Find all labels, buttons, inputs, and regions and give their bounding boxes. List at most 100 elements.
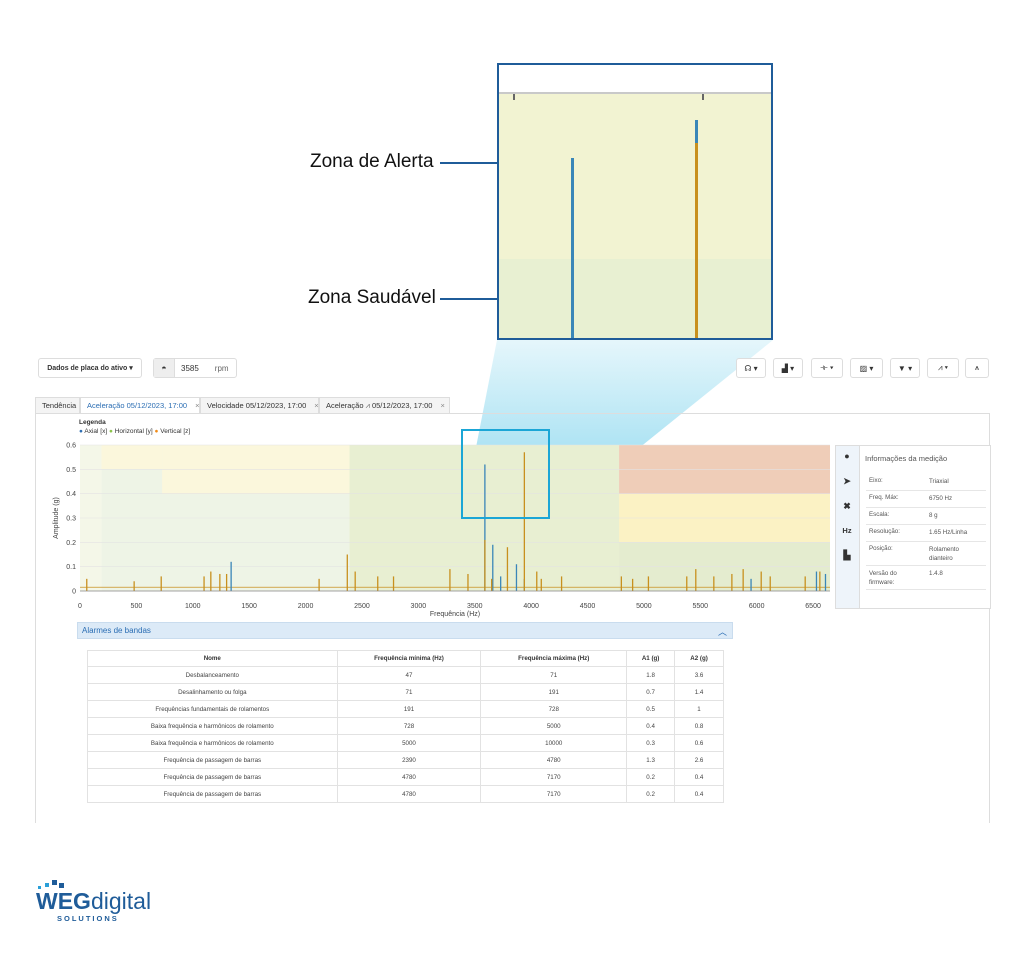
table-cell: 4780 <box>480 751 628 769</box>
x-tick-label: 500 <box>131 603 143 610</box>
tab-velocity[interactable]: Velocidade 05/12/2023, 17:00 × <box>200 397 319 413</box>
table-cell: Baixa frequência e harmônicos de rolamen… <box>87 734 338 752</box>
band-alarms-table: Nome Frequência mínima (Hz) Frequência máx… <box>87 650 724 803</box>
peaks-dropdown[interactable]: ⩘ ▾ <box>927 358 959 378</box>
table-cell: 728 <box>336 717 482 735</box>
table-cell: Desbalanceamento <box>87 666 338 684</box>
info-row: Posição: Rolamento dianteiro <box>866 541 986 566</box>
close-icon[interactable]: × <box>440 401 445 410</box>
info-icon[interactable]: ● <box>844 451 850 461</box>
y-tick-label: 0.5 <box>66 467 76 474</box>
info-row: Escala: 8 g <box>866 507 986 525</box>
table-row: Desalinhamento ou folga 71 191 0.7 1.4 <box>87 683 724 701</box>
demodulation-icon: ⩘ <box>365 400 370 410</box>
rpm-unit: rpm <box>214 363 229 373</box>
alert-zone-label: Zona de Alerta <box>310 151 434 172</box>
legend-dot-axial: ● <box>79 428 83 435</box>
x-tick-label: 3500 <box>467 603 483 610</box>
tab-label: Tendência <box>42 401 77 410</box>
column-header: A1 (g) <box>626 650 676 667</box>
alarm-zone <box>101 469 163 591</box>
table-cell: 2.6 <box>674 751 724 769</box>
x-tick-label: 1500 <box>241 603 257 610</box>
healthy-zone-label: Zona Saudável <box>308 287 436 308</box>
table-row: Frequência de passagem de barras 4780 7170… <box>87 785 724 803</box>
headset-dropdown[interactable]: ☊ ▾ <box>736 358 766 378</box>
table-cell: 3.6 <box>674 666 724 684</box>
x-tick-label: 6500 <box>805 603 821 610</box>
asset-data-label: Dados de placa do ativo <box>47 364 128 372</box>
sensor-dropdown[interactable]: ▟ ▾ <box>773 358 803 378</box>
column-header: Frequência máxima (Hz) <box>480 650 628 667</box>
y-tick-label: 0.4 <box>66 491 76 498</box>
column-header: Frequência mínima (Hz) <box>336 650 482 667</box>
table-cell: 7170 <box>480 768 628 786</box>
table-cell: 1.8 <box>626 666 676 684</box>
band-alarms-section: Alarmes de bandas ︿ Nome Frequência mínim… <box>77 622 733 822</box>
chevron-up-icon[interactable]: ︿ <box>717 627 727 637</box>
rpm-input[interactable]: 3585 <box>181 363 199 373</box>
table-cell: 0.6 <box>674 734 724 752</box>
image-chart-icon: ▨ ▾ <box>859 363 874 373</box>
table-cell: 0.2 <box>626 785 676 803</box>
table-cell: 0.7 <box>626 683 676 701</box>
x-tick-label: 6000 <box>749 603 765 610</box>
table-cell: 0.4 <box>674 768 724 786</box>
table-cell: 1 <box>674 700 724 718</box>
table-cell: Desalinhamento ou folga <box>87 683 338 701</box>
info-row: Resolução: 1.65 Hz/Linha <box>866 524 986 542</box>
tab-label-prefix: Aceleração <box>326 401 364 410</box>
close-icon[interactable]: × <box>314 401 319 410</box>
x-tick-label: 5000 <box>636 603 652 610</box>
zoom-highlight-box <box>461 429 550 519</box>
zoom-peak-axial <box>571 158 574 338</box>
tab-label-date: 05/12/2023, 17:00 <box>371 401 433 410</box>
y-tick-label: 0.3 <box>66 516 76 523</box>
cursor-icon[interactable]: ➤ <box>843 475 851 486</box>
image-chart-dropdown[interactable]: ▨ ▾ <box>850 358 883 378</box>
x-tick-label: 1000 <box>185 603 201 610</box>
trend-button[interactable]: ⩚ <box>965 358 989 378</box>
legend-horizontal[interactable]: Horizontal [y] <box>114 428 153 435</box>
table-cell: 0.4 <box>626 717 676 735</box>
band-alarms-header[interactable]: Alarmes de bandas ︿ <box>77 622 733 639</box>
y-tick-label: 0 <box>72 589 76 596</box>
table-cell: 1.4 <box>674 683 724 701</box>
tab-acceleration-demod[interactable]: Aceleração ⩘ 05/12/2023, 17:00 × <box>319 397 450 413</box>
info-row: Eixo: Triaxial <box>866 473 986 491</box>
alert-zone-arrow-line <box>440 162 526 164</box>
harmonics-dropdown[interactable]: ⟛ ▾ <box>811 358 843 378</box>
legend-title: Legenda <box>79 419 106 426</box>
table-cell: 0.3 <box>626 734 676 752</box>
y-tick-label: 0.2 <box>66 540 76 547</box>
chart-icon[interactable]: ▙ <box>843 549 851 560</box>
tools-icon[interactable]: ✖ <box>843 500 851 511</box>
table-row: Frequências fundamentais de rolamentos 19… <box>87 700 724 718</box>
tab-acceleration[interactable]: Aceleração 05/12/2023, 17:00 × <box>80 397 200 413</box>
table-cell: 0.8 <box>674 717 724 735</box>
info-title: Informações da medição <box>865 454 948 463</box>
table-row: Baixa frequência e harmônicos de rolamen… <box>87 717 724 735</box>
info-row: Versão do firmware: 1.4.8 <box>866 565 986 590</box>
table-cell: Frequência de passagem de barras <box>87 785 338 803</box>
healthy-zone-arrow-line <box>440 298 526 300</box>
legend-vertical[interactable]: Vertical [z] <box>160 428 191 435</box>
hz-icon[interactable]: Hz <box>842 525 852 535</box>
column-header: A2 (g) <box>674 650 724 667</box>
table-cell: Frequência de passagem de barras <box>87 768 338 786</box>
logo-wordmark: WEGdigital <box>36 888 152 914</box>
peaks-icon: ⩘ ▾ <box>937 363 949 372</box>
legend-axial[interactable]: Axial [x] <box>84 428 108 435</box>
tab-trend[interactable]: Tendência <box>35 397 80 413</box>
table-cell: 191 <box>336 700 482 718</box>
asset-data-button[interactable]: Dados de placa do ativo ▾ <box>38 358 142 378</box>
close-icon[interactable]: × <box>195 401 200 410</box>
table-row: Desbalanceamento 47 71 1.8 3.6 <box>87 666 724 684</box>
table-cell: 4780 <box>336 768 482 786</box>
weg-digital-logo: WEGdigital SOLUTIONS <box>36 880 156 925</box>
x-axis-label: Frequência (Hz) <box>430 611 480 618</box>
x-tick-label: 3000 <box>411 603 427 610</box>
filter-dropdown[interactable]: ▼ ▾ <box>890 358 920 378</box>
logo-tagline: SOLUTIONS <box>57 914 119 923</box>
spectrum-chart[interactable]: 0 0.1 0.2 0.3 0.4 0.5 0.6 0 500 1000 1500 2000 2500 3… <box>48 438 838 618</box>
